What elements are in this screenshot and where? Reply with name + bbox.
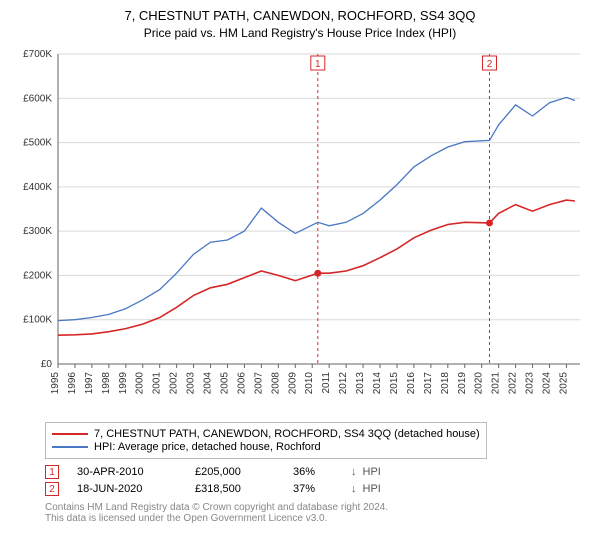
legend-label-price-paid: 7, CHESTNUT PATH, CANEWDON, ROCHFORD, SS…	[94, 428, 480, 440]
svg-text:2013: 2013	[355, 372, 366, 395]
svg-text:2000: 2000	[135, 372, 146, 395]
svg-text:2005: 2005	[219, 372, 230, 395]
svg-text:2007: 2007	[253, 372, 264, 395]
svg-text:2002: 2002	[169, 372, 180, 395]
svg-text:£0: £0	[41, 359, 53, 370]
svg-text:2015: 2015	[389, 372, 400, 395]
svg-text:2025: 2025	[558, 372, 569, 395]
svg-text:2024: 2024	[541, 372, 552, 395]
svg-text:1998: 1998	[101, 372, 112, 395]
down-arrow-icon: ↓	[351, 466, 357, 478]
event-marker: 2	[45, 482, 59, 496]
svg-text:1996: 1996	[67, 372, 78, 395]
svg-text:2011: 2011	[321, 372, 332, 394]
svg-text:2003: 2003	[186, 372, 197, 395]
svg-text:£500K: £500K	[23, 138, 52, 149]
svg-text:1: 1	[315, 59, 321, 70]
svg-text:£300K: £300K	[23, 226, 52, 237]
svg-text:1997: 1997	[84, 372, 95, 395]
svg-text:2021: 2021	[491, 372, 502, 395]
event-price: £205,000	[195, 466, 275, 478]
svg-text:2017: 2017	[423, 372, 434, 395]
svg-text:2001: 2001	[152, 372, 163, 395]
svg-text:2019: 2019	[457, 372, 468, 395]
svg-text:2014: 2014	[372, 372, 383, 395]
svg-text:2: 2	[487, 59, 493, 70]
event-price: £318,500	[195, 483, 275, 495]
svg-text:2006: 2006	[236, 372, 247, 395]
svg-text:2009: 2009	[287, 372, 298, 395]
event-date: 18-JUN-2020	[77, 483, 177, 495]
chart-container: 7, CHESTNUT PATH, CANEWDON, ROCHFORD, SS…	[0, 0, 600, 560]
event-row: 2 18-JUN-2020 £318,500 37% ↓HPI	[45, 482, 590, 496]
legend-swatch-price-paid	[52, 433, 88, 435]
attribution-line: This data is licensed under the Open Gov…	[45, 513, 590, 524]
attribution-line: Contains HM Land Registry data © Crown c…	[45, 502, 590, 513]
chart-title: 7, CHESTNUT PATH, CANEWDON, ROCHFORD, SS…	[10, 8, 590, 23]
svg-text:2020: 2020	[474, 372, 485, 395]
svg-text:£700K: £700K	[23, 49, 52, 60]
event-row: 1 30-APR-2010 £205,000 36% ↓HPI	[45, 465, 590, 479]
svg-text:2018: 2018	[440, 372, 451, 395]
svg-text:2022: 2022	[508, 372, 519, 395]
event-pct: 37%	[293, 483, 333, 495]
event-vs: ↓HPI	[351, 483, 381, 495]
events-table: 1 30-APR-2010 £205,000 36% ↓HPI 2 18-JUN…	[45, 465, 590, 496]
svg-text:£400K: £400K	[23, 182, 52, 193]
svg-text:£100K: £100K	[23, 315, 52, 326]
chart-plot-area: £0 £100K £200K £300K £400K £500K £600K £700K 199…	[10, 46, 588, 416]
svg-text:2012: 2012	[338, 372, 349, 395]
event-marker: 1	[45, 465, 59, 479]
svg-text:1995: 1995	[50, 372, 61, 395]
svg-text:£600K: £600K	[23, 93, 52, 104]
down-arrow-icon: ↓	[351, 483, 357, 495]
event-vs: ↓HPI	[351, 466, 381, 478]
legend-item-hpi: HPI: Average price, detached house, Roch…	[52, 441, 480, 453]
legend-swatch-hpi	[52, 446, 88, 448]
svg-text:£200K: £200K	[23, 270, 52, 281]
svg-text:2008: 2008	[270, 372, 281, 395]
legend-item-price-paid: 7, CHESTNUT PATH, CANEWDON, ROCHFORD, SS…	[52, 428, 480, 440]
svg-text:2004: 2004	[203, 372, 214, 395]
chart-svg: £0 £100K £200K £300K £400K £500K £600K £700K 199…	[10, 46, 588, 416]
legend-label-hpi: HPI: Average price, detached house, Roch…	[94, 441, 321, 453]
svg-text:2016: 2016	[406, 372, 417, 395]
event-date: 30-APR-2010	[77, 466, 177, 478]
attribution: Contains HM Land Registry data © Crown c…	[45, 502, 590, 524]
event-pct: 36%	[293, 466, 333, 478]
legend: 7, CHESTNUT PATH, CANEWDON, ROCHFORD, SS…	[45, 422, 487, 459]
svg-text:2010: 2010	[304, 372, 315, 395]
svg-text:2023: 2023	[525, 372, 536, 395]
chart-subtitle: Price paid vs. HM Land Registry's House …	[10, 26, 590, 40]
svg-text:1999: 1999	[118, 372, 129, 395]
